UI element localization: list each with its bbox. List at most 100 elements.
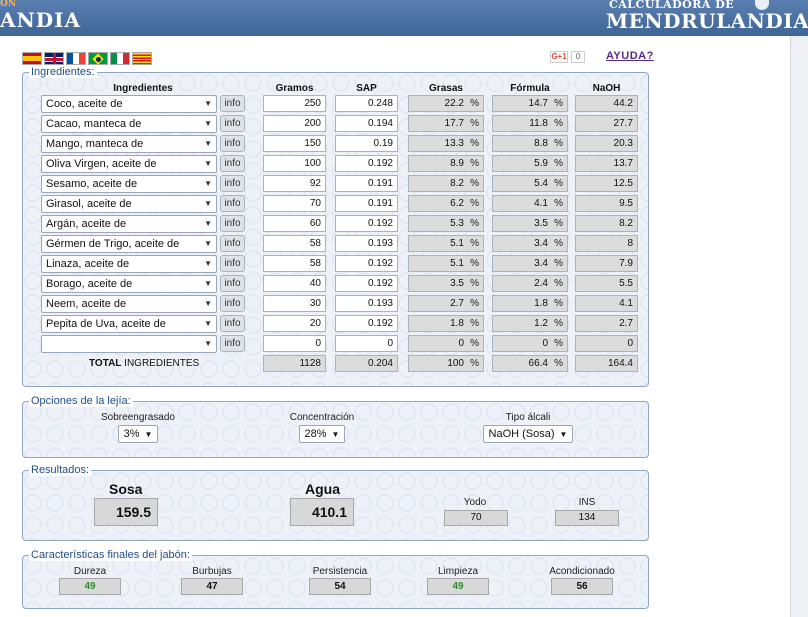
info-button[interactable]: info	[220, 155, 245, 172]
spain-flag-icon[interactable]	[22, 52, 42, 65]
catalonia-flag-icon[interactable]	[132, 52, 152, 65]
info-button[interactable]: info	[220, 175, 245, 192]
info-button[interactable]: info	[220, 195, 245, 212]
formula-percent-text: 5.9	[534, 158, 548, 169]
sap-input[interactable]: 0.193	[335, 235, 398, 252]
sap-input[interactable]: 0.192	[335, 255, 398, 272]
ingredient-select[interactable]: Neem, aceite de ▼	[41, 295, 217, 313]
sap-input-text: 0.192	[367, 258, 393, 269]
grams-input[interactable]: 58	[263, 255, 326, 272]
info-button[interactable]: info	[220, 295, 245, 312]
grams-input-text: 20	[309, 318, 321, 329]
grams-input[interactable]: 150	[263, 135, 326, 152]
naoh-value-text: 44.2	[613, 98, 633, 109]
ingredient-row: Oliva Virgen, aceite de ▼ info 100 0.192 8.9%…	[23, 155, 650, 173]
sap-input[interactable]: 0.19	[335, 135, 398, 152]
vertical-scrollbar[interactable]	[790, 36, 808, 617]
concentration-select[interactable]: 28% ▼	[298, 425, 346, 443]
iodine-label: Yodo	[463, 497, 487, 508]
lye-result-value: 159.5	[94, 498, 158, 526]
google-plus-button[interactable]: G+1	[550, 51, 568, 63]
sap-input-text: 0.192	[367, 158, 393, 169]
info-button[interactable]: info	[220, 135, 245, 152]
superfat-select[interactable]: 3% ▼	[117, 425, 159, 443]
property-label: Persistencia	[312, 566, 368, 577]
ingredient-select[interactable]: Sesamo, aceite de ▼	[41, 175, 217, 193]
info-button[interactable]: info	[220, 255, 245, 272]
grams-input[interactable]: 60	[263, 215, 326, 232]
ingredient-select[interactable]: Linaza, aceite de ▼	[41, 255, 217, 273]
total-naoh-value-text: 164.4	[607, 358, 633, 369]
percent-sign: %	[554, 98, 563, 109]
grams-input[interactable]: 20	[263, 315, 326, 332]
ingredient-select[interactable]: Argán, aceite de ▼	[41, 215, 217, 233]
naoh-value: 27.7	[575, 115, 638, 132]
help-link[interactable]: AYUDA?	[606, 50, 654, 62]
sap-input[interactable]: 0.192	[335, 215, 398, 232]
google-plus-count: 0	[571, 51, 585, 63]
info-button[interactable]: info	[220, 115, 245, 132]
ingredient-select[interactable]: Cacao, manteca de ▼	[41, 115, 217, 133]
grams-input[interactable]: 58	[263, 235, 326, 252]
grams-input-text: 58	[309, 258, 321, 269]
ingredient-select[interactable]: Gérmen de Trigo, aceite de ▼	[41, 235, 217, 253]
formula-percent-text: 0	[542, 338, 548, 349]
ingredient-select[interactable]: Oliva Virgen, aceite de ▼	[41, 155, 217, 173]
percent-sign: %	[470, 238, 479, 249]
fat-percent: 1.8%	[408, 315, 484, 332]
grams-input[interactable]: 70	[263, 195, 326, 212]
info-button[interactable]: info	[220, 275, 245, 292]
brazil-flag-icon[interactable]	[88, 52, 108, 65]
ingredient-row: Girasol, aceite de ▼ info 70 0.191 6.2% 4.1% 9.…	[23, 195, 650, 213]
france-flag-icon[interactable]	[66, 52, 86, 65]
ingredient-select[interactable]: ▼	[41, 335, 217, 353]
ingredient-name: Sesamo, aceite de	[46, 178, 138, 190]
sap-input[interactable]: 0.192	[335, 155, 398, 172]
sap-input-text: 0.192	[367, 318, 393, 329]
sap-input[interactable]: 0.192	[335, 315, 398, 332]
ingredient-select[interactable]: Pepita de Uva, aceite de ▼	[41, 315, 217, 333]
info-button[interactable]: info	[220, 315, 245, 332]
naoh-value-text: 27.7	[613, 118, 633, 129]
info-button[interactable]: info	[220, 335, 245, 352]
sap-input[interactable]: 0.248	[335, 95, 398, 112]
info-button[interactable]: info	[220, 95, 245, 112]
sap-input[interactable]: 0	[335, 335, 398, 352]
info-button[interactable]: info	[220, 215, 245, 232]
grams-input[interactable]: 200	[263, 115, 326, 132]
alkali-type-select[interactable]: NaOH (Sosa) ▼	[482, 425, 574, 443]
sap-input[interactable]: 0.191	[335, 175, 398, 192]
chevron-down-icon: ▼	[204, 139, 212, 148]
formula-percent-text: 1.2	[534, 318, 548, 329]
ingredient-select[interactable]: Coco, aceite de ▼	[41, 95, 217, 113]
grams-input[interactable]: 0	[263, 335, 326, 352]
ingredient-row: Argán, aceite de ▼ info 60 0.192 5.3% 3.5% 8.2	[23, 215, 650, 233]
chevron-down-icon: ▼	[204, 339, 212, 348]
ingredient-select[interactable]: Mango, manteca de ▼	[41, 135, 217, 153]
ingredient-select[interactable]: Girasol, aceite de ▼	[41, 195, 217, 213]
sap-input-text: 0	[387, 338, 393, 349]
sap-input[interactable]: 0.194	[335, 115, 398, 132]
ingredient-select[interactable]: Borago, aceite de ▼	[41, 275, 217, 293]
uk-flag-icon[interactable]	[44, 52, 64, 65]
sap-input[interactable]: 0.192	[335, 275, 398, 292]
percent-sign: %	[554, 178, 563, 189]
total-label-bold: TOTAL	[89, 358, 122, 369]
sap-input[interactable]: 0.193	[335, 295, 398, 312]
fat-percent: 5.1%	[408, 255, 484, 272]
grams-input[interactable]: 30	[263, 295, 326, 312]
grams-input[interactable]: 40	[263, 275, 326, 292]
info-button[interactable]: info	[220, 235, 245, 252]
sap-input[interactable]: 0.191	[335, 195, 398, 212]
naoh-value: 20.3	[575, 135, 638, 152]
percent-sign: %	[554, 118, 563, 129]
grams-input[interactable]: 92	[263, 175, 326, 192]
italy-flag-icon[interactable]	[110, 52, 130, 65]
grams-input[interactable]: 100	[263, 155, 326, 172]
naoh-value: 8	[575, 235, 638, 252]
ins-value: 134	[555, 510, 619, 526]
grams-input-text: 60	[309, 218, 321, 229]
grams-input[interactable]: 250	[263, 95, 326, 112]
percent-sign: %	[470, 178, 479, 189]
percent-sign: %	[470, 218, 479, 229]
